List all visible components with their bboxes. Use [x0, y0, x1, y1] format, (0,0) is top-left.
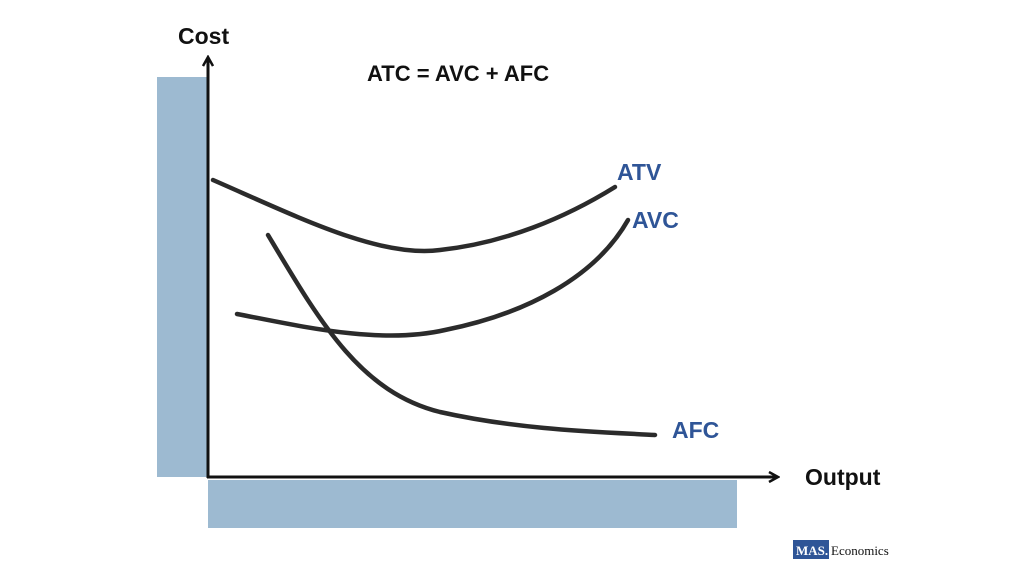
x-axis-label: Output: [805, 464, 881, 490]
curve-label: ATV: [617, 159, 662, 185]
bottom-band: [208, 480, 737, 528]
logo-text: Economics: [831, 543, 889, 558]
y-axis-label: Cost: [178, 23, 229, 49]
curve-label: AFC: [672, 417, 719, 443]
atc-curve: [210, 177, 618, 254]
side-band: [157, 77, 207, 477]
curve-label: AVC: [632, 207, 679, 233]
logo-box: [793, 540, 829, 559]
afc-curve: [265, 232, 658, 438]
formula-title: ATC = AVC + AFC: [367, 61, 549, 86]
logo-brand: MAS.: [796, 543, 828, 558]
avc-curve: [234, 217, 631, 338]
